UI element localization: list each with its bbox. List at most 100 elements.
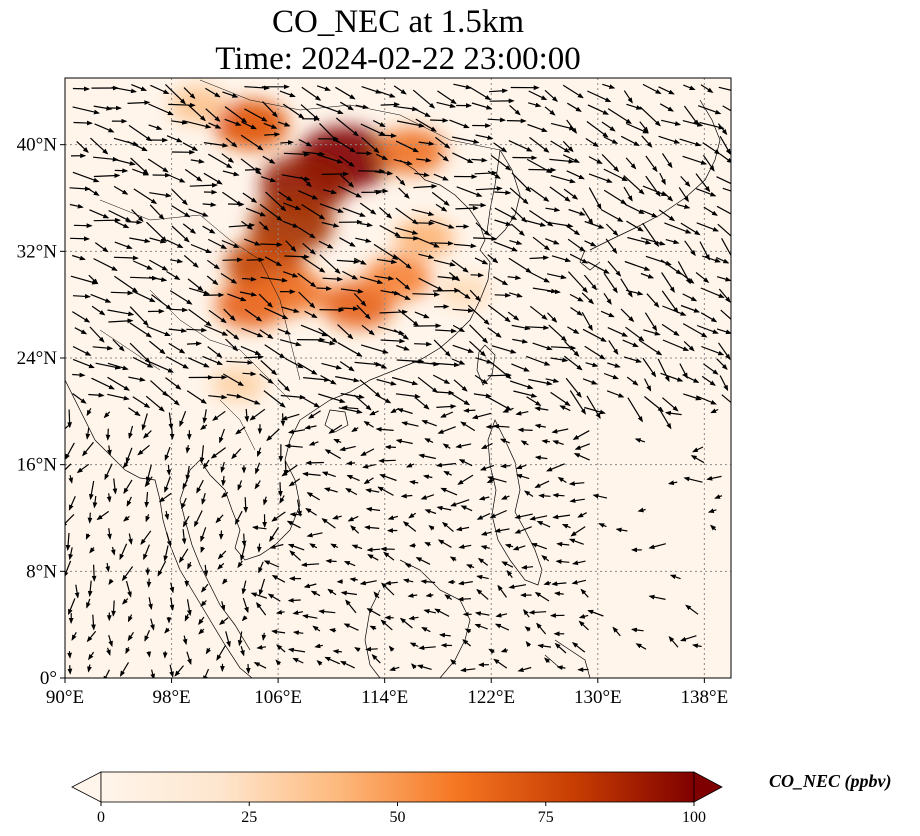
wind-vector (183, 87, 196, 100)
wind-vector (552, 492, 565, 498)
wind-vector (250, 592, 268, 599)
wind-vector (458, 580, 473, 586)
wind-vector (398, 309, 420, 327)
wind-vector (645, 175, 661, 197)
wind-vector (125, 580, 132, 598)
wind-vector (166, 532, 172, 547)
wind-vector (500, 463, 511, 469)
wind-vector (529, 271, 550, 283)
wind-vector (258, 561, 264, 574)
wind-vector (72, 254, 86, 261)
wind-vector (661, 272, 675, 293)
wind-vector (490, 154, 512, 171)
wind-vector (129, 322, 153, 338)
wind-vector (168, 102, 196, 108)
wind-vector (665, 239, 680, 245)
wind-vector (145, 514, 151, 523)
wind-vector (603, 292, 612, 305)
wind-vector (65, 424, 70, 430)
wind-vector (625, 289, 644, 296)
wind-vector (306, 532, 323, 538)
wind-vector (494, 292, 512, 298)
wind-vector (587, 609, 604, 617)
wind-vector (169, 597, 175, 611)
wind-vector (607, 108, 632, 124)
wind-vector (500, 647, 508, 653)
wind-vector (566, 102, 582, 112)
wind-vector (680, 175, 691, 187)
wind-vector (349, 577, 358, 582)
wind-vector (65, 463, 72, 475)
wind-vector (547, 312, 558, 323)
wind-vector (320, 374, 337, 385)
wind-vector (218, 617, 229, 626)
wind-vector (305, 460, 324, 466)
wind-vector (706, 475, 722, 481)
wind-vector (568, 538, 584, 545)
wind-vector (205, 108, 221, 122)
wind-vector (216, 645, 226, 661)
wind-vector (394, 227, 419, 235)
wind-vector (355, 237, 372, 243)
wind-vector (620, 278, 633, 298)
wind-vector (121, 598, 129, 605)
wind-vector (72, 106, 100, 115)
wind-vector (664, 410, 682, 416)
wind-vector (718, 288, 731, 303)
wind-vector (215, 514, 224, 524)
wind-vector (641, 135, 653, 148)
wind-vector (603, 272, 618, 294)
wind-vector (600, 209, 624, 222)
wind-vector (682, 323, 708, 338)
wind-vector (588, 187, 602, 210)
colorbar-extend-high (693, 771, 723, 803)
wind-vector (306, 492, 321, 501)
wind-vector (479, 464, 495, 471)
wind-vector (487, 170, 501, 179)
wind-vector (572, 560, 586, 566)
wind-vector (683, 476, 703, 483)
wind-vector (283, 202, 302, 210)
wind-vector (424, 542, 431, 547)
wind-vector (72, 358, 95, 369)
wind-vector (208, 122, 222, 129)
wind-vector (507, 275, 522, 281)
wind-vector (244, 108, 268, 122)
wind-vector (169, 664, 175, 678)
wind-vector (549, 186, 571, 202)
wind-vector (513, 390, 538, 398)
wind-vector (111, 600, 116, 617)
wind-vector (170, 307, 189, 313)
wind-vector (627, 397, 643, 423)
wind-vector (237, 480, 243, 491)
wind-vector (569, 293, 584, 302)
lon-tick-label: 106°E (254, 687, 302, 708)
wind-vector (508, 257, 532, 273)
wind-vector (532, 342, 553, 351)
wind-vector (393, 85, 407, 95)
wind-vector (199, 445, 205, 464)
wind-vector (455, 526, 470, 532)
wind-vector (643, 378, 652, 392)
coastline-hainan (324, 409, 349, 433)
wind-vector (552, 514, 571, 520)
wind-vector (231, 448, 242, 460)
wind-vector (266, 428, 280, 442)
wind-vector (451, 259, 469, 273)
wind-vector (179, 410, 187, 428)
wind-vector (89, 209, 110, 219)
wind-vector (570, 526, 586, 537)
wind-vector (391, 376, 419, 386)
wind-vector (559, 405, 571, 412)
wind-vector (325, 558, 337, 564)
wind-vector (205, 647, 211, 655)
wind-vector (221, 475, 226, 487)
wind-vector (181, 529, 187, 545)
wind-vector (547, 289, 561, 295)
wind-vector (523, 609, 530, 618)
wind-vector (340, 392, 365, 400)
wind-vector (413, 184, 438, 189)
wind-vector (302, 151, 326, 157)
wind-vector (222, 191, 243, 206)
wind-vector (435, 462, 456, 468)
